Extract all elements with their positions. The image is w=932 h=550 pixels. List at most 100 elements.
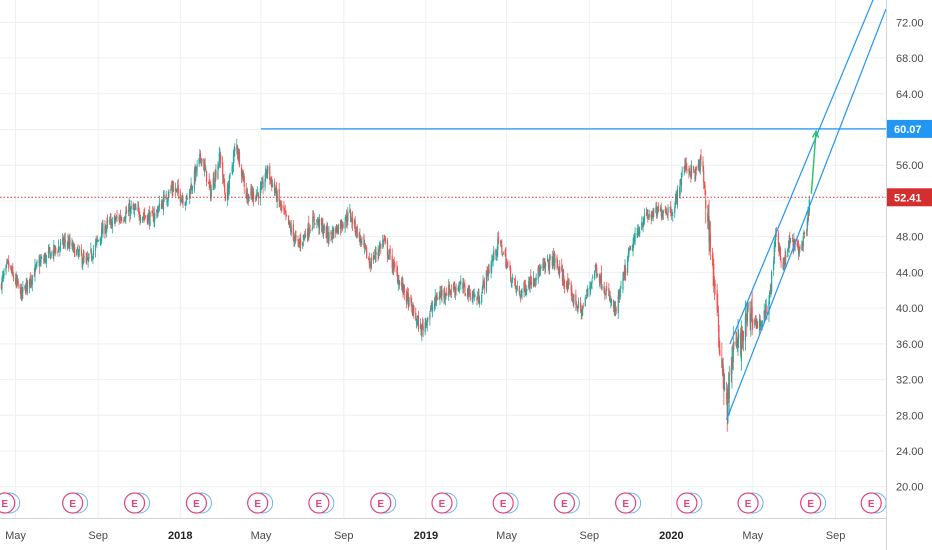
candle-body — [180, 201, 182, 202]
candle-body — [405, 293, 407, 302]
candle-body — [481, 294, 483, 303]
earnings-marker[interactable] — [431, 492, 453, 514]
earnings-marker-label[interactable]: E — [69, 499, 76, 510]
candle-body — [68, 241, 70, 248]
candle-body — [220, 154, 222, 165]
candle-body — [553, 253, 555, 261]
price-axis[interactable]: 20.00 24.00 28.00 32.00 36.00 40.00 44.00 48.00… — [886, 0, 924, 550]
candle-body — [448, 285, 450, 295]
candle-body — [585, 297, 587, 298]
time-tick-label: Sep — [88, 530, 108, 542]
candle-body — [779, 248, 781, 260]
price-tick-label: 40.00 — [896, 303, 924, 315]
earnings-marker-label[interactable]: E — [745, 499, 752, 510]
earnings-marker[interactable] — [676, 492, 698, 514]
candle-body — [579, 302, 582, 312]
candle-body — [290, 226, 292, 234]
channel-line-upper[interactable] — [729, 0, 886, 345]
earnings-marker[interactable] — [615, 492, 637, 514]
time-tick-label: May — [5, 530, 26, 542]
earnings-marker[interactable] — [737, 492, 759, 514]
candle-body — [444, 296, 446, 299]
earnings-marker[interactable] — [800, 492, 822, 514]
earnings-marker[interactable] — [0, 492, 16, 514]
earnings-marker-label[interactable]: E — [807, 499, 814, 510]
candle-body — [115, 219, 117, 222]
candle-body — [464, 294, 467, 296]
candle-body — [431, 306, 433, 310]
earnings-marker-label[interactable]: E — [131, 499, 138, 510]
candle-body — [612, 300, 615, 309]
projection-arrow-shaft[interactable] — [810, 131, 817, 194]
candle-body — [567, 283, 570, 289]
candle-body — [396, 267, 398, 273]
earnings-marker[interactable] — [553, 492, 576, 514]
candle-body — [576, 306, 578, 310]
candle-body — [415, 321, 418, 323]
earnings-marker-label[interactable]: E — [316, 499, 323, 510]
earnings-marker-label[interactable]: E — [439, 499, 446, 510]
candle-body — [561, 270, 564, 282]
earnings-marker-label[interactable]: E — [254, 499, 261, 510]
earnings-marker[interactable] — [62, 492, 84, 514]
earnings-marker[interactable] — [492, 492, 514, 514]
candle-body — [639, 231, 641, 234]
channel-line-lower[interactable] — [726, 8, 887, 420]
candle-body — [14, 278, 17, 284]
candle-body — [688, 169, 691, 174]
earnings-marker-label[interactable]: E — [1, 499, 8, 510]
earnings-marker-label[interactable]: E — [561, 499, 568, 510]
candle-body — [651, 214, 653, 218]
candle-body — [495, 249, 497, 256]
candle-body — [177, 187, 179, 192]
time-axis[interactable]: May Sep 2018 May Sep 2019 May Sep 2020 May Sep — [0, 518, 886, 543]
candle-body — [12, 274, 15, 279]
candle-body — [306, 234, 309, 237]
earnings-marker[interactable] — [860, 492, 882, 514]
candle-body — [575, 305, 578, 307]
candle-body — [196, 164, 198, 171]
candle-body — [297, 239, 299, 241]
candle-body — [62, 238, 64, 246]
candle-body — [146, 215, 148, 223]
candle-body — [77, 249, 79, 253]
earnings-marker-label[interactable]: E — [377, 499, 384, 510]
candle-body — [497, 238, 499, 250]
earnings-marker[interactable] — [308, 492, 330, 514]
earnings-marker-label[interactable]: E — [500, 499, 507, 510]
projection-arrow-head[interactable] — [811, 129, 820, 139]
candle-body — [119, 216, 121, 222]
candle-body — [326, 227, 328, 237]
earnings-marker-label[interactable]: E — [622, 499, 629, 510]
candle-body — [363, 235, 365, 247]
drawing-overlays[interactable] — [0, 0, 887, 420]
earnings-marker-ring[interactable] — [0, 492, 21, 514]
earnings-marker[interactable] — [123, 492, 146, 514]
candle-body — [667, 207, 669, 214]
earnings-marker-label[interactable]: E — [868, 499, 875, 510]
candle-body — [318, 218, 321, 231]
earnings-marker-label[interactable]: E — [684, 499, 691, 510]
candle-body — [132, 204, 134, 210]
candle-body — [692, 166, 695, 170]
earnings-marker-label[interactable]: E — [193, 499, 200, 510]
candle-body — [156, 210, 159, 215]
candle-body — [512, 277, 514, 280]
candle-body — [215, 170, 217, 178]
candle-body — [292, 224, 294, 236]
candle-body — [614, 303, 616, 314]
candle-body — [355, 232, 357, 234]
candle-body — [609, 295, 611, 302]
candle-body — [760, 322, 763, 325]
candle-body — [407, 293, 409, 296]
earnings-marker[interactable] — [370, 492, 392, 514]
candle-body — [208, 179, 210, 185]
candle-body — [255, 198, 257, 199]
candle-body — [736, 340, 738, 348]
earnings-marker[interactable] — [185, 492, 208, 514]
candle-body — [358, 233, 360, 237]
candle-body — [314, 222, 316, 224]
earnings-marker[interactable] — [247, 492, 269, 514]
